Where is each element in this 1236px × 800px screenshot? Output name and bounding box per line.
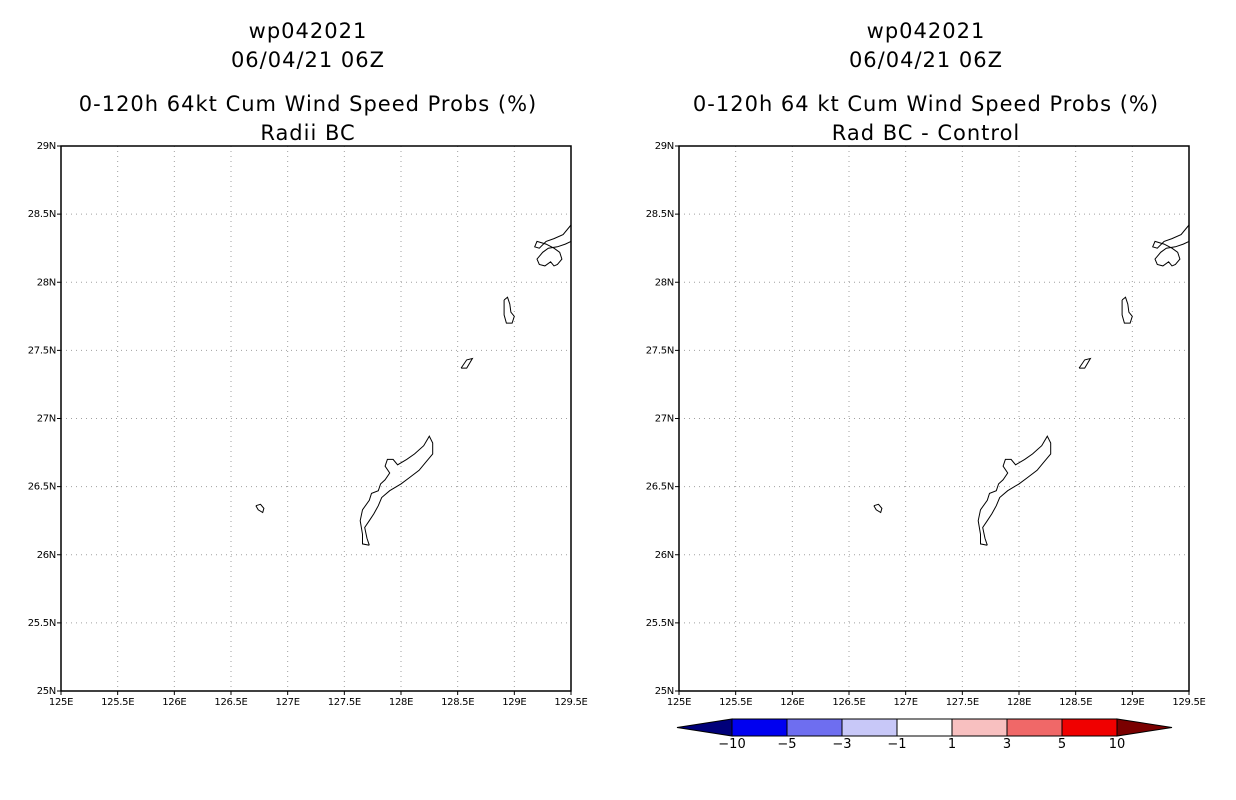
y-tick-label: 26.5N [28,482,56,493]
x-tick-label: 126.5E [832,697,865,708]
colorbar-bin [1006,718,1063,737]
y-tick-label: 28.5N [646,209,674,220]
y-tick-label: 29N [37,141,56,152]
kumejima-island [873,503,883,514]
tokunoshima-island [1121,296,1133,324]
x-tick-label: 128E [389,697,413,708]
x-tick-label: 125.5E [719,697,752,708]
colorbar-label: 5 [1058,737,1066,752]
x-tick-label: 125E [49,697,73,708]
y-tick-label: 28N [655,277,674,288]
colorbar-label: 10 [1109,737,1126,752]
x-tick-label: 128.5E [441,697,474,708]
y-tick-label: 27.5N [646,345,674,356]
colorbar-bin [1061,718,1118,737]
y-tick-label: 25.5N [646,618,674,629]
x-tick-label: 126E [780,697,804,708]
x-tick-label: 128E [1007,697,1031,708]
panel-1-title-line-3: 0-120h 64kt Cum Wind Speed Probs (%) [79,92,537,116]
y-tick-label: 25N [37,686,56,697]
x-tick-label: 126.5E [214,697,247,708]
y-tick-label: 28.5N [28,209,56,220]
amami-oshima-island [534,224,572,267]
y-tick-label: 28N [37,277,56,288]
colorbar-high-extend [1116,718,1173,737]
x-tick-label: 127.5E [328,697,361,708]
colorbar-label: 1 [948,737,956,752]
panel-1-title-line-1: wp042021 [249,19,368,43]
colorbar-bin [951,718,1008,737]
colorbar: −10 −5 −3 −1 1 3 5 10 [676,718,1173,752]
panel-1-title-line-2: 06/04/21 06Z [231,48,385,72]
y-tick-label: 26N [655,550,674,561]
colorbar-bin [786,718,843,737]
okinawa-island [359,435,434,546]
x-tick-label: 129.5E [1172,697,1205,708]
x-tick-label: 127.5E [946,697,979,708]
colorbar-bin [841,718,898,737]
y-tick-label: 27N [655,414,674,425]
y-tick-label: 27N [37,414,56,425]
y-tick-label: 26.5N [646,482,674,493]
colorbar-label: 3 [1003,737,1011,752]
x-tick-label: 127E [894,697,918,708]
y-tick-label: 29N [655,141,674,152]
amami-oshima-island [1152,224,1190,267]
panel-2-title-line-3: 0-120h 64 kt Cum Wind Speed Probs (%) [693,92,1159,116]
colorbar-label: −1 [887,737,906,752]
x-tick-label: 129.5E [554,697,587,708]
y-tick-label: 25.5N [28,618,56,629]
colorbar-bin [896,718,953,737]
x-tick-label: 125E [667,697,691,708]
y-tick-label: 26N [37,550,56,561]
map-panel-1: wp042021 06/04/21 06Z 0-120h 64kt Cum Wind… [28,19,588,708]
panel-2-title-line-4: Rad BC - Control [832,121,1021,145]
okinawa-island [977,435,1052,546]
panel-2-title-line-1: wp042021 [867,19,986,43]
kumejima-island [255,503,265,514]
y-tick-label: 27.5N [28,345,56,356]
colorbar-label: −10 [718,737,745,752]
okinoerabu-island [460,357,474,369]
x-tick-label: 126E [162,697,186,708]
colorbar-low-extend [676,718,733,737]
colorbar-bin [731,718,788,737]
panel-1-title-line-4: Radii BC [260,121,355,145]
y-tick-label: 25N [655,686,674,697]
x-tick-label: 127E [276,697,300,708]
map-panel-2: wp042021 06/04/21 06Z 0-120h 64 kt Cum Win… [646,19,1206,752]
colorbar-label: −5 [777,737,796,752]
colorbar-label: −3 [832,737,851,752]
panel-2-title-line-2: 06/04/21 06Z [849,48,1003,72]
x-tick-label: 129E [502,697,526,708]
x-tick-label: 128.5E [1059,697,1092,708]
x-tick-label: 129E [1120,697,1144,708]
tokunoshima-island [503,296,515,324]
x-tick-label: 125.5E [101,697,134,708]
okinoerabu-island [1078,357,1092,369]
